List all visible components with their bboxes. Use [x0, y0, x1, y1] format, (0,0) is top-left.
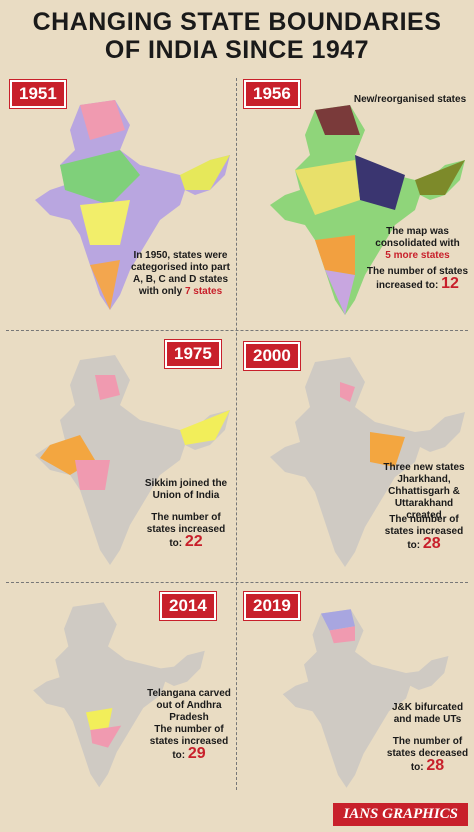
- map-2000: [270, 357, 465, 567]
- count-text: The number of states decreased to:: [386, 736, 469, 773]
- caption: Three new states Jharkhand, Chhattisgarh…: [383, 462, 465, 521]
- caption: Telangana carved out of Andhra Pradesh: [147, 688, 231, 723]
- count: 28: [426, 757, 445, 774]
- count: 29: [187, 745, 206, 762]
- year-badge: 1975: [165, 340, 221, 368]
- caption: Sikkim joined the Union of India: [144, 478, 228, 501]
- caption: The map was consolidated with 5 more stat…: [365, 226, 470, 262]
- title: OF INDIA SINCE 1947: [104, 36, 370, 64]
- map-1956: [270, 105, 465, 315]
- map-1975: [35, 355, 230, 565]
- year-badge: 2014: [160, 592, 216, 620]
- year-badge: 2019: [244, 592, 300, 620]
- count-text: The number of states increased to:: [149, 724, 229, 761]
- highlight: 5 more states: [385, 250, 450, 261]
- count-text: The number of states increased to:: [146, 512, 226, 549]
- count-caption: The number of states increased to: 28: [378, 514, 470, 552]
- count-caption: The number of states decreased to: 28: [385, 736, 470, 774]
- legend: New/reorganised states: [353, 94, 467, 105]
- credit: IANS GRAPHICS: [333, 803, 468, 826]
- count: 12: [441, 275, 459, 292]
- caption-text: The map was consolidated with: [375, 226, 460, 249]
- count: 22: [184, 533, 203, 550]
- count-text: The number of states increased to:: [366, 266, 469, 291]
- title: CHANGING STATE BOUNDARIES: [32, 8, 442, 36]
- divider: [6, 582, 468, 583]
- year-badge: 2000: [244, 342, 300, 370]
- map-2014: [33, 602, 205, 788]
- year-badge: 1951: [10, 80, 66, 108]
- caption: J&K bifurcated and made UTs: [391, 702, 464, 725]
- count-caption: The number of states increased to: 12: [365, 266, 470, 292]
- count-text: The number of states increased to:: [384, 514, 464, 551]
- caption-text: In 1950, states were categorised into pa…: [131, 250, 230, 297]
- map-2019: [282, 609, 449, 788]
- highlight: 7 states: [184, 286, 223, 297]
- count-caption: The number of states increased to: 29: [145, 724, 233, 762]
- count-caption: The number of states increased to: 22: [140, 512, 232, 550]
- year-badge: 1956: [244, 80, 300, 108]
- count: 28: [422, 535, 441, 552]
- caption: In 1950, states were categorised into pa…: [128, 250, 233, 298]
- divider: [236, 78, 237, 790]
- map-1951: [35, 100, 230, 310]
- divider: [6, 330, 468, 331]
